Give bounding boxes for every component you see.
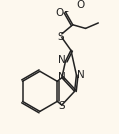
Text: O: O: [76, 0, 84, 10]
Text: S: S: [59, 101, 65, 111]
Text: N: N: [77, 70, 85, 80]
Text: O: O: [55, 8, 63, 18]
Text: S: S: [58, 32, 64, 42]
Text: N: N: [58, 72, 66, 82]
Text: N: N: [58, 55, 66, 65]
